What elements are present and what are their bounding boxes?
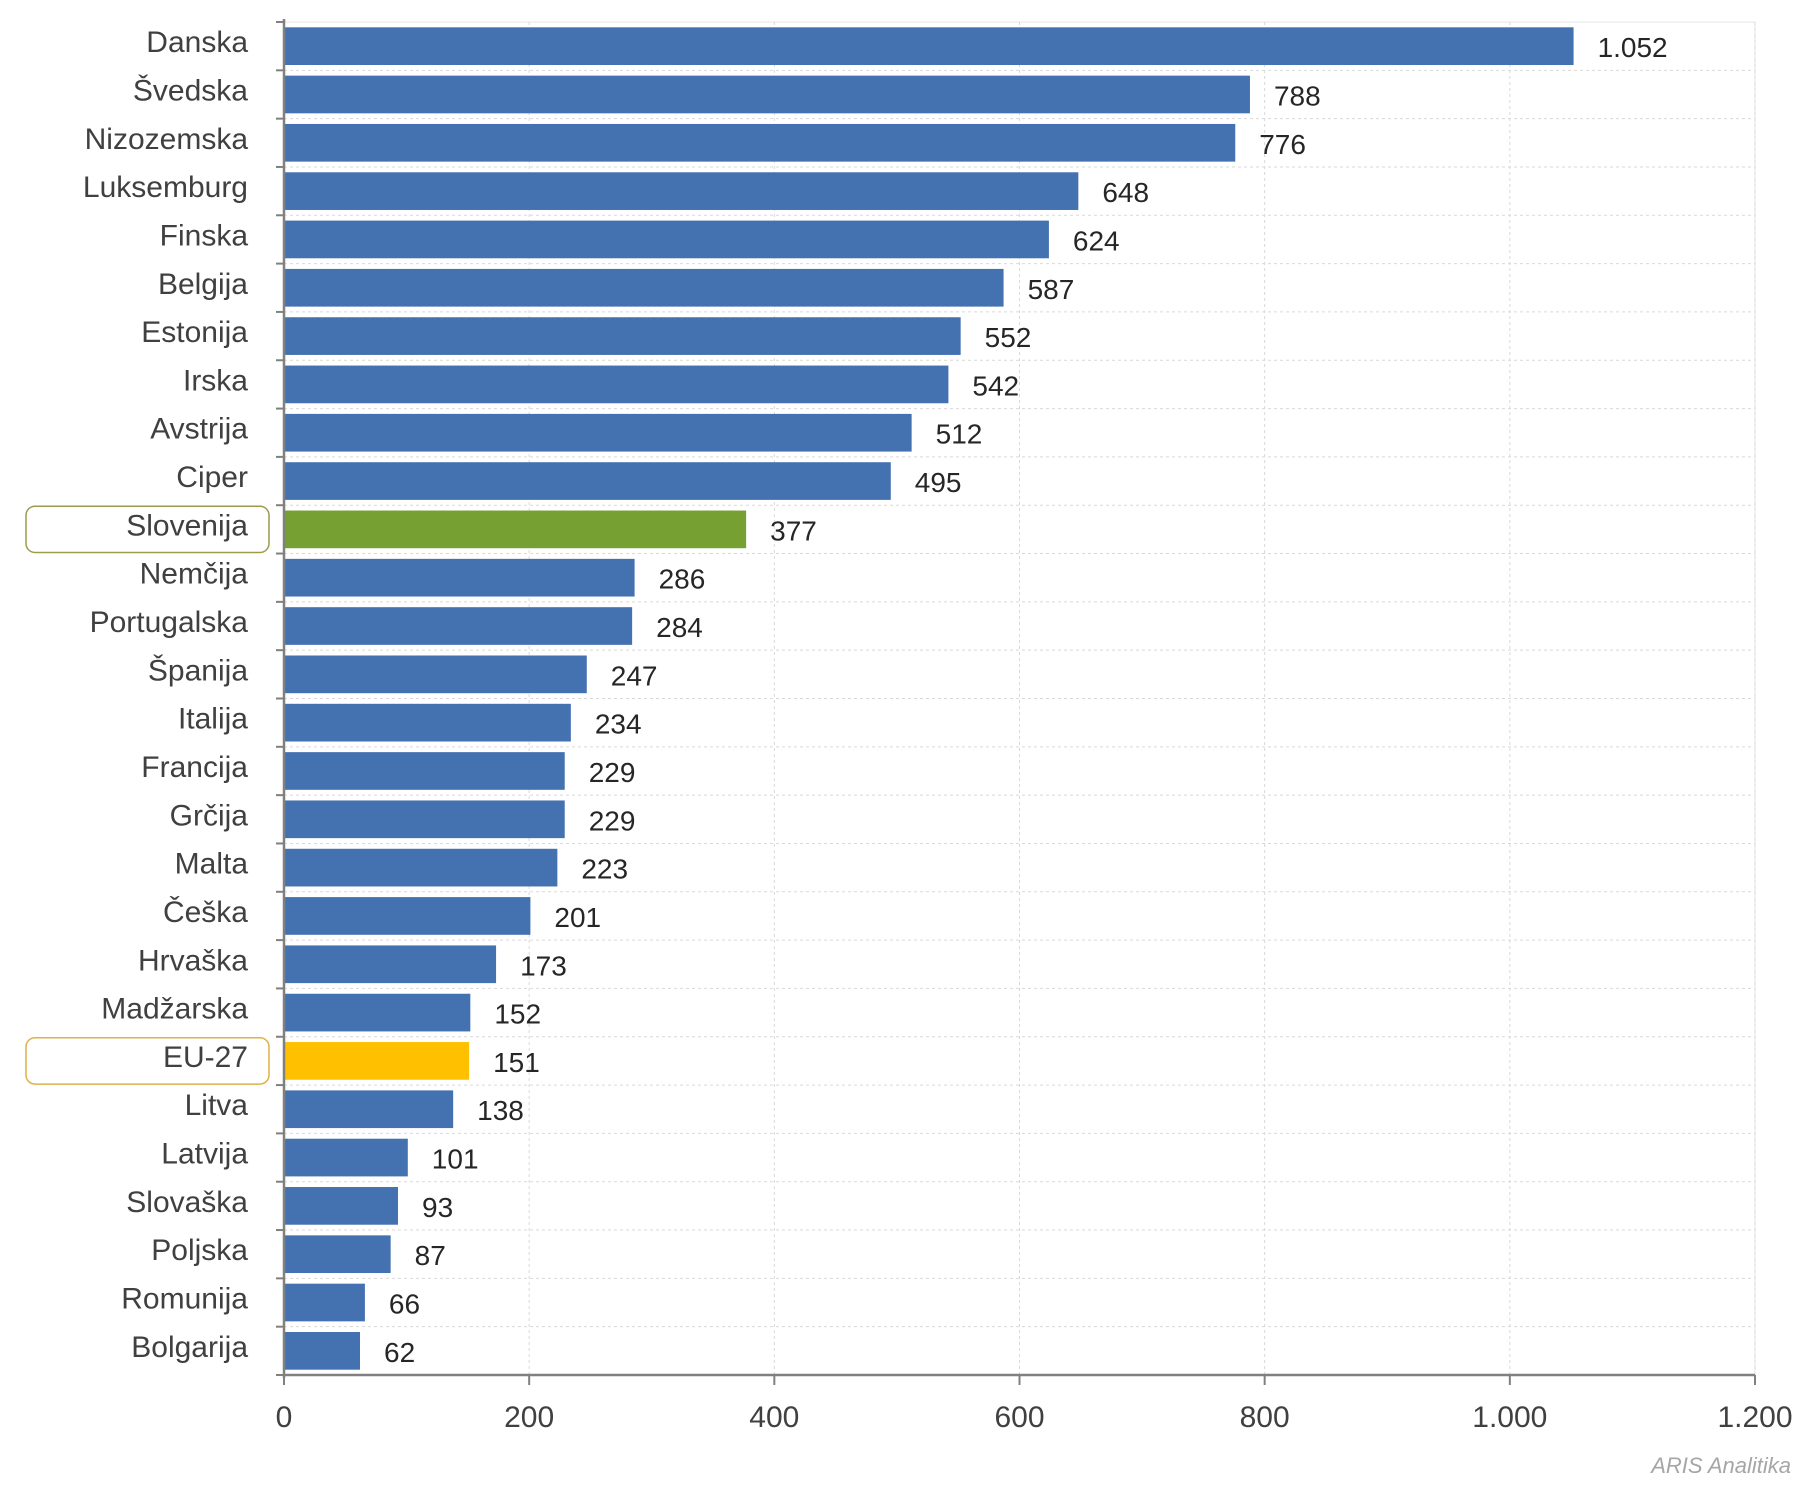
bar [284,462,891,500]
bar [284,123,1236,162]
category-label: Romunija [121,1283,248,1316]
x-tick-label: 1.000 [1472,1401,1547,1434]
bar [284,1331,361,1370]
category-label: Francija [141,751,248,784]
category-label: Hrvaška [138,944,248,977]
bar [284,993,471,1032]
bar [284,413,912,452]
data-label: 229 [589,757,636,788]
x-tick-label: 800 [1240,1401,1290,1434]
bar [284,1138,408,1177]
data-label: 587 [1028,274,1075,305]
category-label: Ciper [176,461,248,494]
data-label: 223 [581,854,628,885]
data-label: 788 [1274,80,1321,111]
data-label: 624 [1073,225,1120,256]
bar [284,703,571,742]
data-label: 284 [656,612,703,643]
category-label: Nemčija [140,558,249,591]
category-label: Bolgarija [131,1331,248,1364]
data-label: 377 [770,515,817,546]
category-label: EU-27 [163,1041,248,1074]
category-label: Malta [175,848,249,881]
bar [284,1283,365,1322]
data-label: 62 [384,1337,415,1368]
bar [284,220,1049,259]
category-label: Irska [183,364,248,397]
data-label: 552 [985,322,1032,353]
data-label: 173 [520,950,567,981]
category-label: Poljska [151,1234,248,1267]
category-label: Litva [185,1089,249,1122]
category-label: Grčija [170,799,249,832]
bar [284,752,565,790]
data-label: 87 [415,1240,446,1271]
data-label: 93 [422,1192,453,1223]
data-label: 201 [554,902,601,933]
source-credit: ARIS Analitika [1651,1453,1791,1478]
category-label: Nizozemska [85,123,249,156]
category-label: Češka [163,895,248,929]
x-tick-label: 200 [504,1401,554,1434]
bar [284,268,1004,307]
x-tick-label: 600 [994,1401,1044,1434]
data-label: 247 [611,660,658,691]
bar [284,510,747,549]
category-label: Luksemburg [83,171,248,204]
category-label: Estonija [141,316,248,349]
data-label: 138 [477,1095,524,1126]
data-label: 542 [972,370,1019,401]
bar [284,558,635,597]
bar [284,172,1079,210]
data-label: 151 [493,1047,540,1078]
data-label: 66 [389,1289,420,1320]
bar [284,897,531,935]
bar [284,27,1574,66]
bar [284,365,949,404]
data-label: 1.052 [1598,32,1668,63]
bar [284,607,633,645]
highlight-box [25,505,270,554]
data-label: 234 [595,709,642,740]
category-label: Švedska [133,73,248,107]
bar [284,848,558,887]
category-label: Avstrija [150,413,248,446]
bar [284,317,961,355]
category-label: Danska [146,26,248,59]
highlight-box [25,1037,270,1085]
category-label: Italija [178,703,248,736]
data-label: 512 [936,419,983,450]
data-label: 776 [1259,129,1306,160]
category-label: Belgija [158,268,248,301]
bar [284,655,587,694]
data-label: 229 [589,805,636,836]
category-label: Madžarska [101,993,248,1026]
category-label: Finska [160,219,249,252]
bar [284,945,497,984]
data-label: 101 [432,1144,479,1175]
x-tick-label: 0 [276,1401,293,1434]
bar [284,1187,399,1225]
data-label: 152 [494,999,541,1030]
category-label: Slovenija [126,509,248,542]
category-label: Slovaška [126,1186,248,1219]
data-label: 286 [659,564,706,595]
category-label: Latvija [161,1138,248,1171]
bar [284,75,1250,114]
bar [284,1090,454,1129]
bar [284,1235,391,1274]
x-tick-label: 400 [749,1401,799,1434]
x-tick-label: 1.200 [1717,1401,1792,1434]
data-label: 648 [1102,177,1149,208]
category-label: Španija [148,653,248,687]
bar [284,1042,470,1080]
bar [284,800,565,839]
category-label: Portugalska [90,606,249,639]
data-label: 495 [915,467,962,498]
